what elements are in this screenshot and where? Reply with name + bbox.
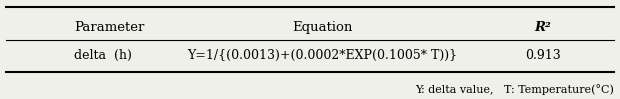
Text: Y: delta value,   T: Temperature(°C): Y: delta value, T: Temperature(°C) <box>415 84 614 95</box>
Text: Equation: Equation <box>292 21 353 34</box>
Text: Parameter: Parameter <box>74 21 145 34</box>
Text: delta  (h): delta (h) <box>74 49 132 62</box>
Text: R²: R² <box>534 21 551 34</box>
Text: 0.913: 0.913 <box>525 49 560 62</box>
Text: Y=1/{(0.0013)+(0.0002*EXP(0.1005* T))}: Y=1/{(0.0013)+(0.0002*EXP(0.1005* T))} <box>187 49 458 62</box>
